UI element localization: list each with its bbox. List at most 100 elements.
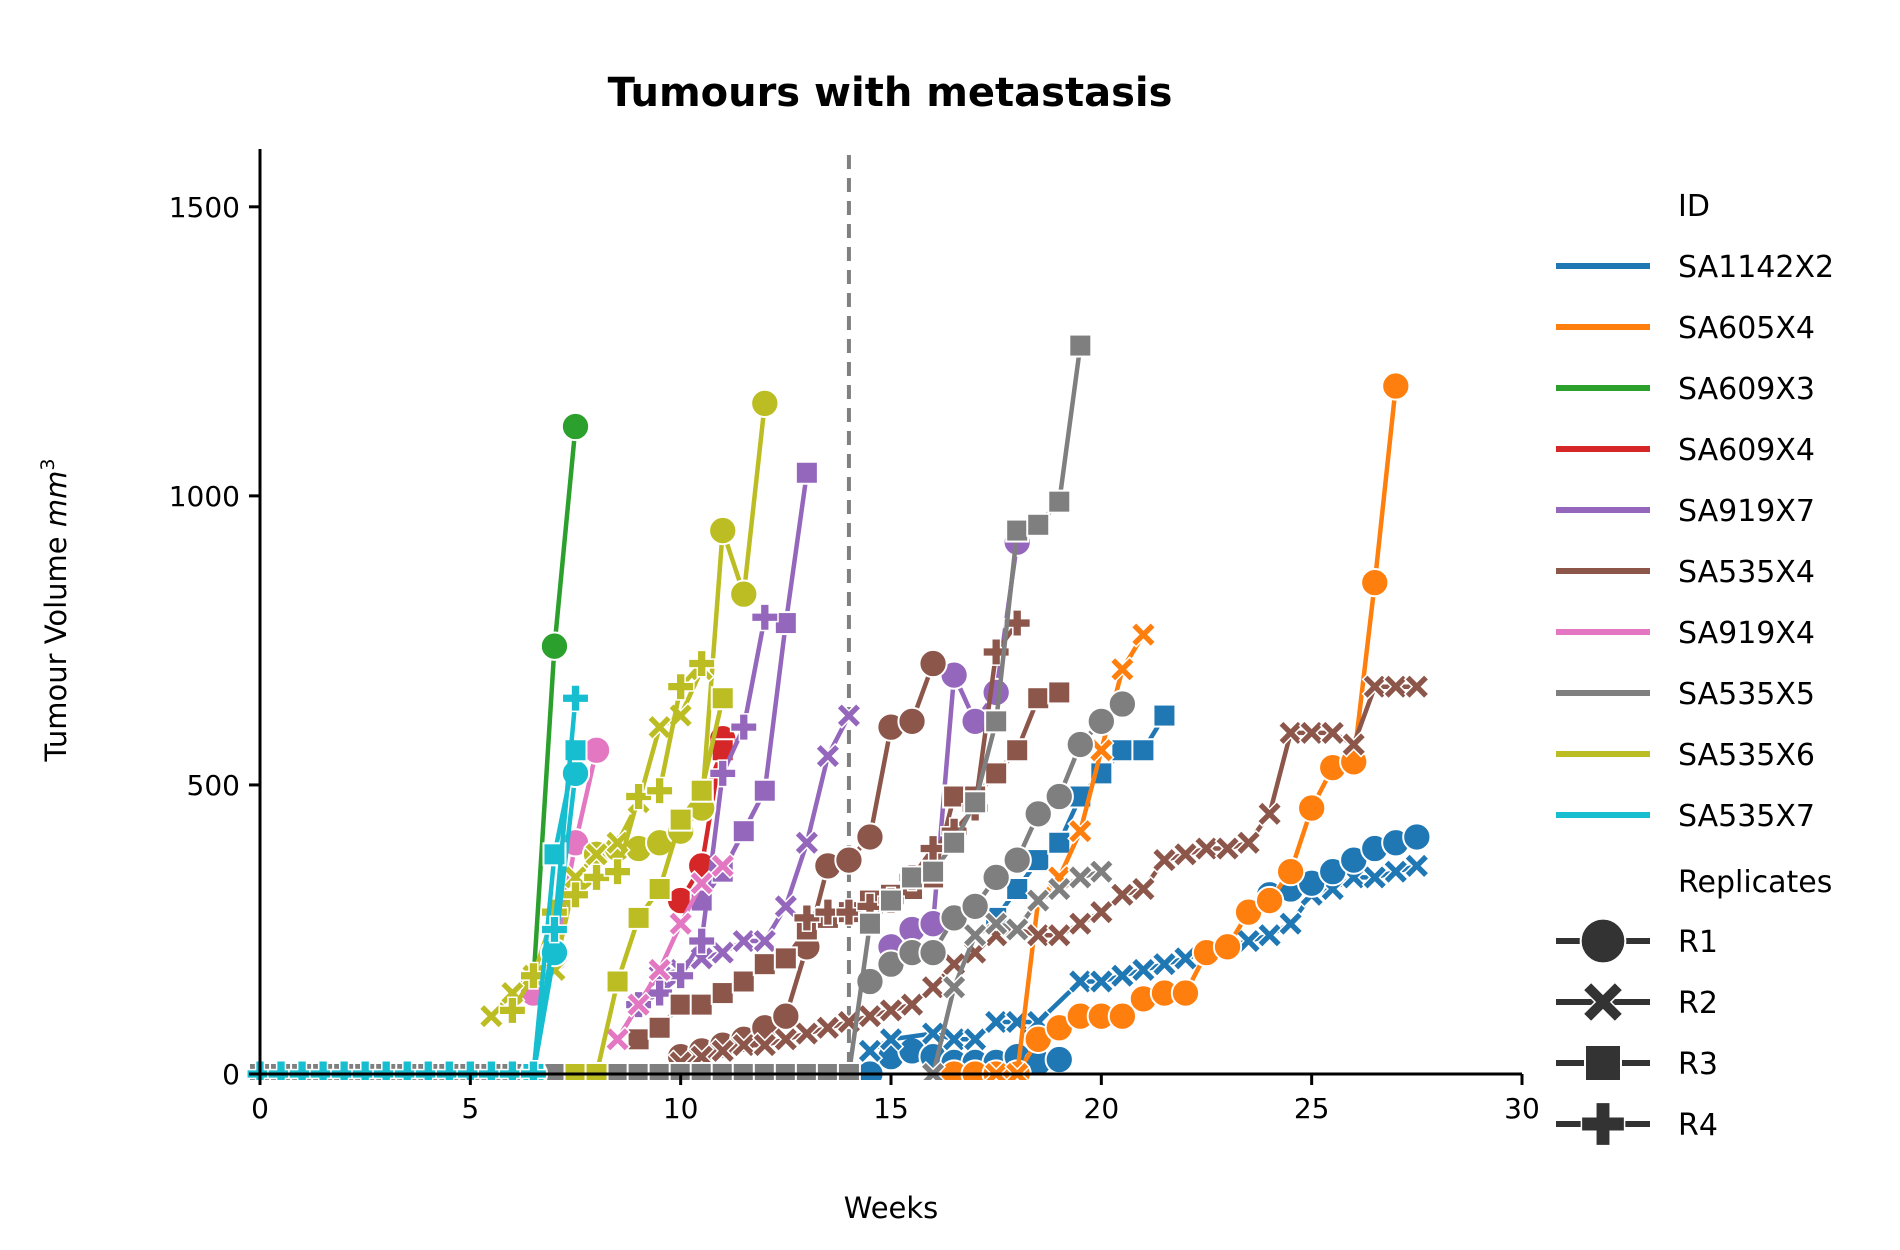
y-tick-group: 0 500 1000 1500 bbox=[169, 191, 260, 1091]
x-tick-label: 30 bbox=[1504, 1092, 1540, 1125]
data-point-SA1142X2-R2 bbox=[1256, 922, 1283, 949]
legend-marker-plus bbox=[1580, 1101, 1626, 1147]
data-point-SA535X5-R2 bbox=[961, 922, 989, 949]
legend-label: SA535X6 bbox=[1678, 738, 1815, 773]
data-point-SA919X4-R2 bbox=[709, 852, 736, 880]
legend-label: SA919X7 bbox=[1678, 494, 1815, 529]
data-point-SA535X5-R1 bbox=[1107, 689, 1138, 719]
data-point-SA535X6-R4 bbox=[498, 996, 527, 1025]
data-point-SA535X6-R3 bbox=[626, 905, 651, 930]
series-SA919X4-R2 bbox=[604, 852, 736, 1053]
data-point-SA1142X2-R1 bbox=[1402, 822, 1432, 852]
data-point-SA535X7-R4 bbox=[561, 684, 590, 713]
data-point-SA535X5-R1 bbox=[1044, 781, 1074, 812]
x-axis-label: Weeks bbox=[844, 1191, 939, 1225]
legend-label: R1 bbox=[1678, 925, 1718, 960]
data-point-SA535X4-R2 bbox=[1067, 910, 1094, 937]
data-point-SA605X4-R1 bbox=[1254, 885, 1285, 916]
legend-marker-circle bbox=[1579, 917, 1627, 965]
data-point-SA535X4-R4 bbox=[1003, 609, 1032, 638]
data-point-SA1142X2-R3 bbox=[1152, 703, 1177, 728]
data-point-SA535X5-R3 bbox=[984, 709, 1009, 734]
data-point-SA1142X2-R2 bbox=[1109, 962, 1136, 989]
data-point-SA535X4-R2 bbox=[772, 1026, 799, 1053]
x-tick-label: 10 bbox=[663, 1092, 699, 1125]
data-point-SA535X4-R2 bbox=[919, 974, 947, 1001]
data-point-SA535X4-R3 bbox=[773, 946, 798, 971]
data-point-SA535X4-R3 bbox=[647, 1015, 672, 1040]
data-point-SA535X7-R3 bbox=[563, 738, 588, 763]
data-point-SA605X4-R1 bbox=[1212, 932, 1243, 962]
legend-entry-SA919X7: SA919X7 bbox=[1556, 494, 1815, 529]
data-point-SA1142X2-R1 bbox=[1044, 1044, 1074, 1075]
data-point-SA535X5-R2 bbox=[1004, 916, 1031, 943]
x-tick-label: 15 bbox=[873, 1092, 909, 1125]
data-point-SA535X5-R1 bbox=[960, 891, 990, 921]
data-point-SA535X5-R1 bbox=[918, 937, 948, 968]
legend-label: R3 bbox=[1678, 1047, 1718, 1082]
data-point-SA1142X2-R2 bbox=[1277, 910, 1304, 937]
data-point-SA535X4-R2 bbox=[1172, 841, 1199, 868]
data-point-SA919X7-R4 bbox=[687, 927, 716, 955]
data-point-SA919X4-R2 bbox=[625, 991, 652, 1018]
data-point-SA535X4-R3 bbox=[1005, 738, 1030, 763]
data-point-SA535X6-R4 bbox=[687, 649, 716, 678]
data-point-SA535X4-R3 bbox=[984, 761, 1009, 786]
x-axis: 0 5 10 15 20 25 30 Weeks bbox=[251, 1072, 1540, 1225]
data-point-SA535X4-R3 bbox=[710, 981, 735, 1006]
legend-replicate-entries: R1 R2 R3 R4 bbox=[1556, 917, 1718, 1147]
data-point-SA535X6-R3 bbox=[689, 778, 714, 803]
data-point-SA535X6-R3 bbox=[605, 969, 630, 994]
data-point-SA609X3-R1 bbox=[539, 631, 570, 661]
data-point-SA1142X2-R2 bbox=[1403, 852, 1430, 880]
data-point-SA535X4-R3 bbox=[752, 952, 777, 977]
plot-area bbox=[246, 155, 1432, 1080]
data-point-SA535X4-R2 bbox=[1403, 673, 1430, 700]
legend-entry-R2: R2 bbox=[1556, 981, 1718, 1023]
data-point-SA919X7-R4 bbox=[666, 961, 695, 990]
data-point-SA919X7-R3 bbox=[752, 778, 777, 803]
data-point-SA535X4-R2 bbox=[1256, 800, 1283, 828]
data-point-SA535X6-R4 bbox=[603, 857, 632, 886]
data-point-SA1142X2-R2 bbox=[856, 1037, 884, 1065]
series-SA919X7-R1 bbox=[876, 527, 1032, 962]
legend-label: SA535X4 bbox=[1678, 555, 1815, 590]
data-point-SA535X6-R2 bbox=[646, 713, 673, 741]
data-point-SA605X4-R2 bbox=[1067, 818, 1094, 845]
data-point-SA535X6-R3 bbox=[710, 686, 735, 711]
x-tick-group: 0 5 10 15 20 25 30 bbox=[251, 1074, 1540, 1125]
data-point-SA605X4-R2 bbox=[1088, 737, 1115, 764]
data-point-SA535X5-R2 bbox=[940, 974, 968, 1001]
x-tick-label: 25 bbox=[1294, 1092, 1330, 1125]
legend-id-entries: SA1142X2 SA605X4 SA609X3 SA609X4 SA919X7 SA53… bbox=[1556, 250, 1834, 834]
data-point-SA535X5-R1 bbox=[1086, 706, 1116, 736]
data-point-SA605X4-R1 bbox=[1381, 371, 1411, 401]
data-point-SA535X4-R2 bbox=[898, 991, 926, 1018]
data-point-SA535X5-R1 bbox=[981, 862, 1011, 893]
data-point-SA535X4-R2 bbox=[1088, 898, 1115, 926]
data-point-SA535X4-R2 bbox=[793, 1020, 821, 1047]
legend-entry-SA609X4: SA609X4 bbox=[1556, 433, 1815, 468]
data-point-SA535X6-R1 bbox=[708, 515, 738, 546]
data-point-SA919X7-R3 bbox=[731, 819, 756, 844]
data-point-SA535X6-R4 bbox=[582, 863, 611, 892]
data-point-SA535X5-R3 bbox=[879, 888, 903, 913]
data-point-SA535X4-R4 bbox=[813, 898, 842, 927]
data-point-SA535X6-R1 bbox=[750, 388, 780, 419]
data-point-SA535X4-R1 bbox=[897, 706, 927, 736]
data-point-SA535X6-R4 bbox=[645, 776, 674, 805]
y-axis-label: Tumour Volume mm3 bbox=[37, 459, 73, 763]
data-point-SA535X5-R2 bbox=[983, 910, 1010, 937]
y-axis-label-unit: mm bbox=[39, 471, 73, 528]
legend-entry-SA919X4: SA919X4 bbox=[1556, 616, 1815, 651]
legend-style-title: Replicates bbox=[1678, 865, 1832, 900]
data-point-SA535X6-R4 bbox=[519, 961, 548, 990]
data-point-SA535X4-R2 bbox=[1109, 881, 1136, 908]
data-point-SA919X7-R4 bbox=[729, 713, 758, 742]
data-point-SA535X5-R3 bbox=[942, 830, 967, 855]
data-point-SA605X4-R2 bbox=[1109, 656, 1136, 683]
series-line-SA535X7-R4 bbox=[260, 697, 578, 1077]
data-point-SA1142X2-R2 bbox=[1088, 968, 1115, 995]
legend-label: R2 bbox=[1678, 986, 1718, 1021]
